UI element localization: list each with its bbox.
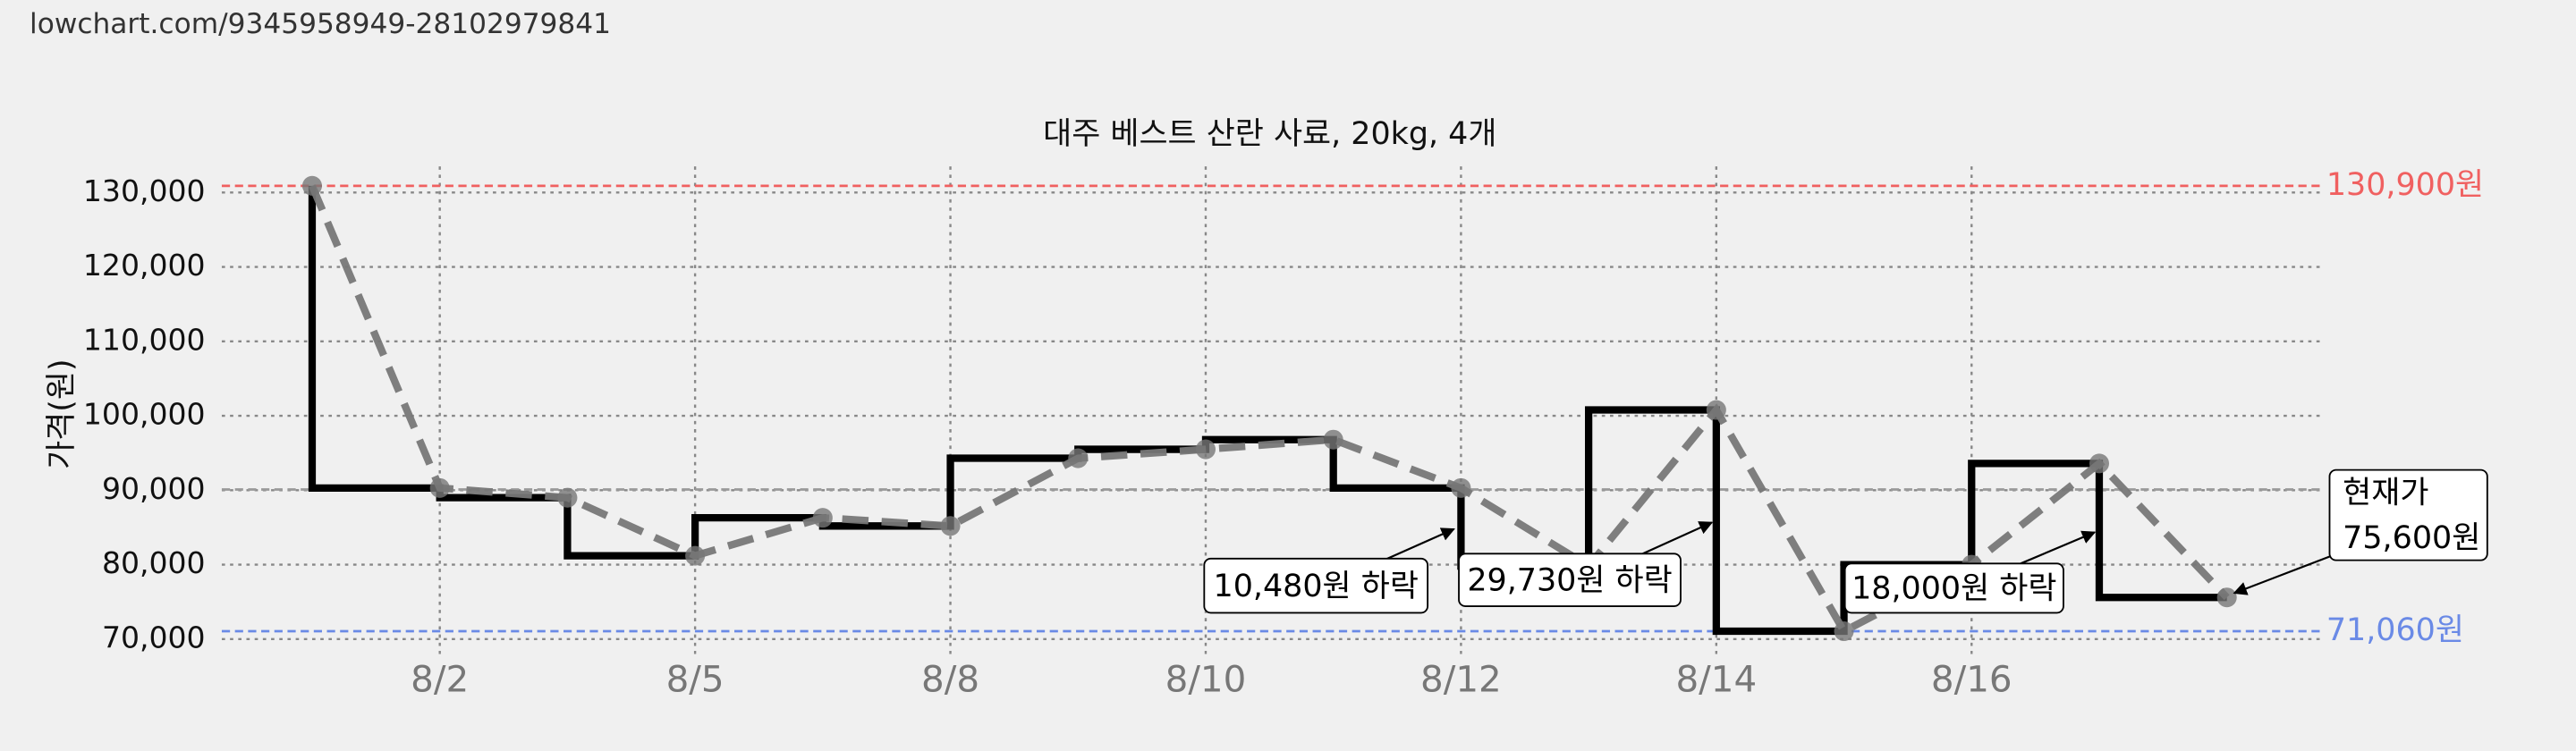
y-tick-label: 100,000 (83, 397, 206, 432)
annotation-box (1458, 553, 1682, 607)
point (812, 508, 833, 528)
annotation-arrow (1379, 527, 1455, 563)
annotation-text: 10,480원 하락 (1214, 569, 1419, 604)
x-tick-label: 8/8 (921, 658, 979, 701)
point (2216, 587, 2237, 608)
annotation-arrow (1642, 521, 1714, 555)
x-tick-label: 8/5 (666, 658, 724, 701)
x-tick-label: 8/10 (1165, 658, 1247, 701)
point (1451, 477, 1471, 498)
annotation-text: 75,600원 (2343, 520, 2480, 556)
annotation-box (2328, 468, 2488, 561)
reference-label: 130,900원 (2326, 167, 2484, 203)
x-tick-label: 8/16 (1931, 658, 2012, 701)
annotation-text: 18,000원 하락 (1852, 571, 2056, 607)
y-tick-label: 120,000 (83, 248, 206, 283)
point (301, 175, 322, 196)
annotation-box (1843, 562, 2064, 614)
point (1834, 621, 1854, 642)
point (940, 516, 961, 536)
annotation-text: 29,730원 하락 (1467, 563, 1672, 599)
point (1068, 448, 1089, 468)
point (685, 545, 706, 566)
x-tick-label: 8/12 (1420, 658, 1502, 701)
y-tick-label: 80,000 (102, 545, 206, 580)
point (429, 477, 450, 498)
url: lowchart.com/9345958949-28102979841 (30, 8, 611, 40)
annotation-arrow (2233, 554, 2334, 595)
x-tick-label: 8/2 (411, 658, 469, 701)
annotation-arrow (2020, 530, 2097, 565)
y-tick-label: 130,000 (83, 173, 206, 208)
point (1323, 429, 1343, 450)
point (1706, 400, 1726, 420)
y-axis-label: 가격(원) (44, 359, 80, 468)
x-tick-label: 8/14 (1675, 658, 1757, 701)
chart-title: 대주 베스트 산란 사료, 20kg, 4개 (1043, 116, 1496, 152)
annotation-box (1203, 557, 1429, 614)
point (2089, 453, 2109, 474)
point (557, 487, 578, 508)
annotation-text: 현재가 (2343, 476, 2428, 511)
y-tick-label: 90,000 (102, 471, 206, 506)
point (1195, 439, 1216, 460)
reference-label: 71,060원 (2326, 612, 2464, 648)
y-tick-label: 110,000 (83, 322, 206, 357)
y-tick-label: 70,000 (102, 620, 206, 654)
